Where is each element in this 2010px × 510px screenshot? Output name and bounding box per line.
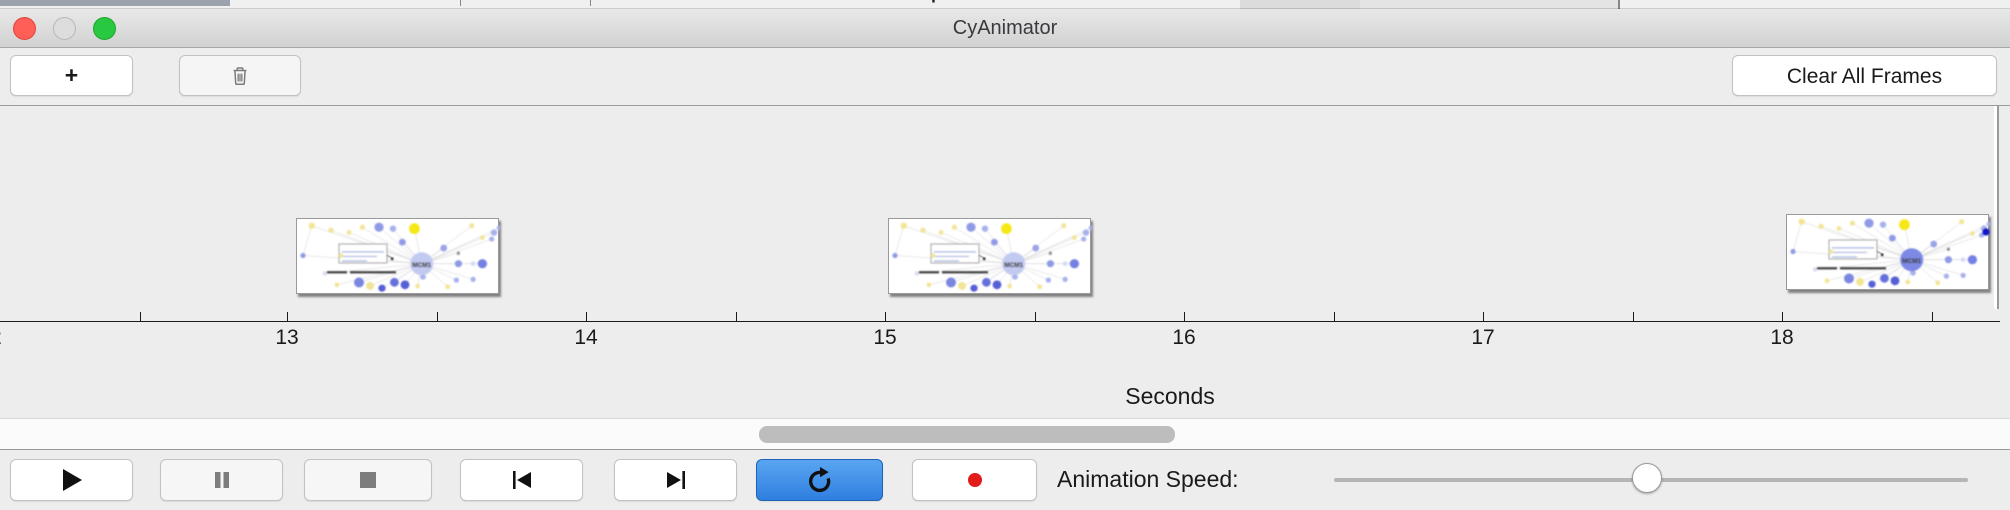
svg-text:MCM1: MCM1 [412,262,431,269]
svg-text:MCM1: MCM1 [1902,258,1921,265]
svg-text:MCM1: MCM1 [1004,262,1023,269]
